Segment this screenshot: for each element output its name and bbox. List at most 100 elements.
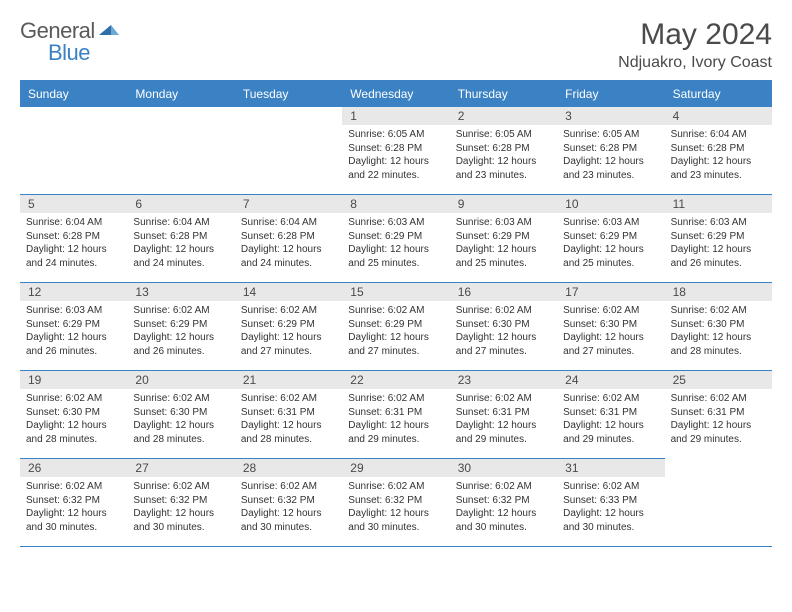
day-number: 16: [450, 283, 557, 301]
calendar-cell: 1Sunrise: 6:05 AMSunset: 6:28 PMDaylight…: [342, 106, 449, 194]
day-details: Sunrise: 6:02 AMSunset: 6:33 PMDaylight:…: [557, 477, 664, 540]
calendar-body: 1Sunrise: 6:05 AMSunset: 6:28 PMDaylight…: [20, 106, 772, 546]
calendar-cell-empty: [127, 106, 234, 194]
calendar-cell: 9Sunrise: 6:03 AMSunset: 6:29 PMDaylight…: [450, 194, 557, 282]
day-details: Sunrise: 6:04 AMSunset: 6:28 PMDaylight:…: [665, 125, 772, 188]
day-number: 8: [342, 195, 449, 213]
calendar-cell: 8Sunrise: 6:03 AMSunset: 6:29 PMDaylight…: [342, 194, 449, 282]
day-number: 1: [342, 107, 449, 125]
calendar-cell: 26Sunrise: 6:02 AMSunset: 6:32 PMDayligh…: [20, 458, 127, 546]
day-number: 30: [450, 459, 557, 477]
calendar-cell: 4Sunrise: 6:04 AMSunset: 6:28 PMDaylight…: [665, 106, 772, 194]
day-details: Sunrise: 6:03 AMSunset: 6:29 PMDaylight:…: [450, 213, 557, 276]
day-number: 12: [20, 283, 127, 301]
calendar-cell: 3Sunrise: 6:05 AMSunset: 6:28 PMDaylight…: [557, 106, 664, 194]
weekday-header: Wednesday: [342, 82, 449, 106]
day-details: Sunrise: 6:02 AMSunset: 6:32 PMDaylight:…: [127, 477, 234, 540]
calendar-cell: 13Sunrise: 6:02 AMSunset: 6:29 PMDayligh…: [127, 282, 234, 370]
day-details: Sunrise: 6:04 AMSunset: 6:28 PMDaylight:…: [235, 213, 342, 276]
day-number: 26: [20, 459, 127, 477]
page-title: May 2024: [618, 18, 772, 52]
day-number: 20: [127, 371, 234, 389]
calendar-cell: 24Sunrise: 6:02 AMSunset: 6:31 PMDayligh…: [557, 370, 664, 458]
day-number: 29: [342, 459, 449, 477]
day-number: 15: [342, 283, 449, 301]
logo: General Blue: [20, 18, 119, 44]
calendar-cell: 14Sunrise: 6:02 AMSunset: 6:29 PMDayligh…: [235, 282, 342, 370]
calendar-cell: 12Sunrise: 6:03 AMSunset: 6:29 PMDayligh…: [20, 282, 127, 370]
day-number: 9: [450, 195, 557, 213]
calendar-cell: 19Sunrise: 6:02 AMSunset: 6:30 PMDayligh…: [20, 370, 127, 458]
calendar-cell: 22Sunrise: 6:02 AMSunset: 6:31 PMDayligh…: [342, 370, 449, 458]
day-number: 31: [557, 459, 664, 477]
calendar-cell: 18Sunrise: 6:02 AMSunset: 6:30 PMDayligh…: [665, 282, 772, 370]
weekday-header: Friday: [557, 82, 664, 106]
weekday-header: Tuesday: [235, 82, 342, 106]
day-number: 28: [235, 459, 342, 477]
day-details: Sunrise: 6:02 AMSunset: 6:31 PMDaylight:…: [235, 389, 342, 452]
calendar-cell: 29Sunrise: 6:02 AMSunset: 6:32 PMDayligh…: [342, 458, 449, 546]
day-number: 4: [665, 107, 772, 125]
header: General Blue May 2024 Ndjuakro, Ivory Co…: [20, 18, 772, 72]
day-number: 5: [20, 195, 127, 213]
day-details: Sunrise: 6:02 AMSunset: 6:32 PMDaylight:…: [450, 477, 557, 540]
day-number: 23: [450, 371, 557, 389]
day-details: Sunrise: 6:02 AMSunset: 6:30 PMDaylight:…: [665, 301, 772, 364]
day-details: Sunrise: 6:02 AMSunset: 6:29 PMDaylight:…: [127, 301, 234, 364]
weekday-header: Monday: [127, 82, 234, 106]
day-details: Sunrise: 6:05 AMSunset: 6:28 PMDaylight:…: [450, 125, 557, 188]
day-details: Sunrise: 6:05 AMSunset: 6:28 PMDaylight:…: [557, 125, 664, 188]
day-details: Sunrise: 6:02 AMSunset: 6:31 PMDaylight:…: [342, 389, 449, 452]
calendar-cell: 10Sunrise: 6:03 AMSunset: 6:29 PMDayligh…: [557, 194, 664, 282]
calendar: SundayMondayTuesdayWednesdayThursdayFrid…: [20, 80, 772, 547]
calendar-cell: 17Sunrise: 6:02 AMSunset: 6:30 PMDayligh…: [557, 282, 664, 370]
day-details: Sunrise: 6:03 AMSunset: 6:29 PMDaylight:…: [665, 213, 772, 276]
calendar-cell: 2Sunrise: 6:05 AMSunset: 6:28 PMDaylight…: [450, 106, 557, 194]
weekday-header: Thursday: [450, 82, 557, 106]
day-details: Sunrise: 6:02 AMSunset: 6:32 PMDaylight:…: [235, 477, 342, 540]
day-number: 6: [127, 195, 234, 213]
day-details: Sunrise: 6:02 AMSunset: 6:29 PMDaylight:…: [342, 301, 449, 364]
calendar-header-row: SundayMondayTuesdayWednesdayThursdayFrid…: [20, 80, 772, 106]
calendar-cell: 23Sunrise: 6:02 AMSunset: 6:31 PMDayligh…: [450, 370, 557, 458]
calendar-cell: 16Sunrise: 6:02 AMSunset: 6:30 PMDayligh…: [450, 282, 557, 370]
day-details: Sunrise: 6:02 AMSunset: 6:32 PMDaylight:…: [20, 477, 127, 540]
day-details: Sunrise: 6:02 AMSunset: 6:30 PMDaylight:…: [557, 301, 664, 364]
calendar-cell: 11Sunrise: 6:03 AMSunset: 6:29 PMDayligh…: [665, 194, 772, 282]
calendar-cell: 30Sunrise: 6:02 AMSunset: 6:32 PMDayligh…: [450, 458, 557, 546]
calendar-cell: 5Sunrise: 6:04 AMSunset: 6:28 PMDaylight…: [20, 194, 127, 282]
day-number: 7: [235, 195, 342, 213]
day-details: Sunrise: 6:02 AMSunset: 6:30 PMDaylight:…: [450, 301, 557, 364]
day-details: Sunrise: 6:04 AMSunset: 6:28 PMDaylight:…: [20, 213, 127, 276]
day-details: Sunrise: 6:02 AMSunset: 6:29 PMDaylight:…: [235, 301, 342, 364]
day-number: 21: [235, 371, 342, 389]
title-block: May 2024 Ndjuakro, Ivory Coast: [618, 18, 772, 72]
day-number: 19: [20, 371, 127, 389]
weekday-header: Saturday: [665, 82, 772, 106]
day-number: 22: [342, 371, 449, 389]
day-details: Sunrise: 6:05 AMSunset: 6:28 PMDaylight:…: [342, 125, 449, 188]
day-details: Sunrise: 6:02 AMSunset: 6:32 PMDaylight:…: [342, 477, 449, 540]
day-details: Sunrise: 6:03 AMSunset: 6:29 PMDaylight:…: [342, 213, 449, 276]
calendar-cell: 7Sunrise: 6:04 AMSunset: 6:28 PMDaylight…: [235, 194, 342, 282]
location-label: Ndjuakro, Ivory Coast: [618, 54, 772, 72]
day-details: Sunrise: 6:03 AMSunset: 6:29 PMDaylight:…: [557, 213, 664, 276]
calendar-cell: 27Sunrise: 6:02 AMSunset: 6:32 PMDayligh…: [127, 458, 234, 546]
calendar-cell-empty: [20, 106, 127, 194]
day-number: 18: [665, 283, 772, 301]
day-details: Sunrise: 6:02 AMSunset: 6:31 PMDaylight:…: [557, 389, 664, 452]
calendar-cell: 28Sunrise: 6:02 AMSunset: 6:32 PMDayligh…: [235, 458, 342, 546]
logo-word2: Blue: [48, 40, 90, 65]
day-number: 3: [557, 107, 664, 125]
day-number: 13: [127, 283, 234, 301]
day-number: 14: [235, 283, 342, 301]
day-number: 27: [127, 459, 234, 477]
logo-icon: [99, 21, 119, 42]
weekday-header: Sunday: [20, 82, 127, 106]
calendar-cell: 15Sunrise: 6:02 AMSunset: 6:29 PMDayligh…: [342, 282, 449, 370]
calendar-cell: 31Sunrise: 6:02 AMSunset: 6:33 PMDayligh…: [557, 458, 664, 546]
day-details: Sunrise: 6:03 AMSunset: 6:29 PMDaylight:…: [20, 301, 127, 364]
day-number: 25: [665, 371, 772, 389]
day-number: 11: [665, 195, 772, 213]
day-number: 2: [450, 107, 557, 125]
